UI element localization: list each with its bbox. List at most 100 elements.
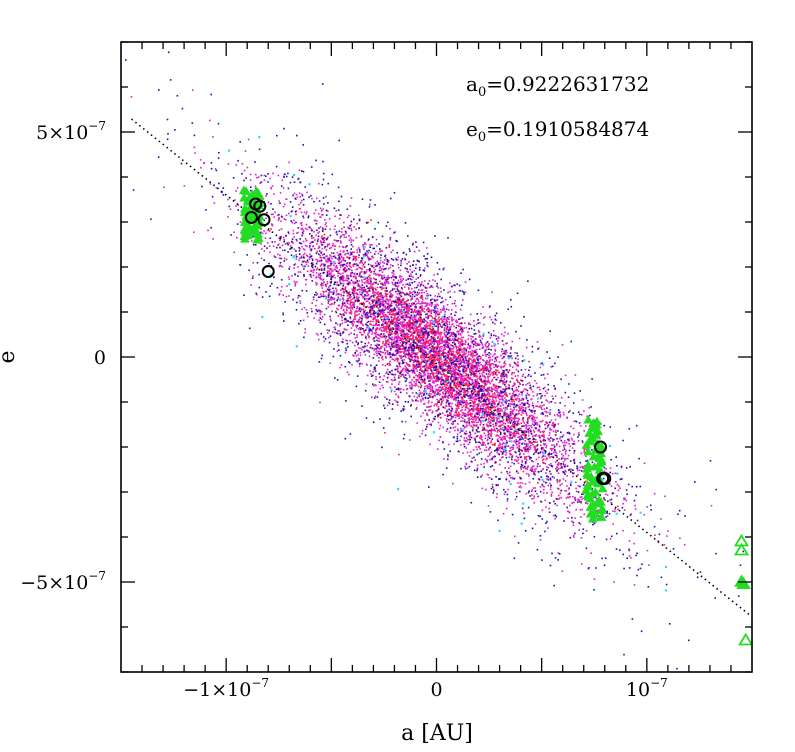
point-magenta [335,291,338,293]
point-magenta [487,448,490,451]
point-magenta [501,333,503,336]
point-magenta [487,455,489,458]
point-magenta [376,354,378,357]
point-magenta [459,369,461,372]
point-magenta [487,377,489,379]
point-magenta [489,452,491,455]
point-magenta [350,266,352,268]
point-magenta [524,440,526,442]
point-magenta [466,421,468,423]
point-magenta [550,366,552,368]
point-magenta [512,446,515,449]
point-magenta [346,265,349,268]
point-magenta [388,333,391,335]
point-magenta [413,269,416,272]
point-magenta [377,274,380,276]
point-magenta [544,415,547,417]
point-magenta [368,335,370,337]
point-magenta [568,487,570,489]
point-magenta [459,341,462,343]
point-magenta [407,326,410,328]
point-magenta [456,409,458,411]
point-magenta [459,343,462,345]
point-magenta [566,417,568,420]
point-magenta [469,323,472,326]
point-magenta [319,401,321,404]
point-magenta [575,487,577,490]
point-magenta [469,345,472,348]
point-magenta [436,348,438,351]
point-magenta [475,421,478,424]
point-magenta [437,324,439,327]
point-magenta [468,417,471,419]
point-magenta [390,379,393,381]
point-magenta [445,345,447,348]
point-magenta [446,384,448,387]
point-magenta [531,468,534,470]
point-magenta [288,232,290,235]
point-magenta [606,494,609,496]
point-magenta [306,191,308,194]
point-magenta [435,305,437,307]
point-magenta [316,282,318,285]
point-magenta [469,399,471,401]
point-magenta [395,325,398,327]
point-magenta [380,304,383,306]
point-magenta [462,399,464,401]
point-magenta [442,318,444,321]
point-magenta [451,410,453,412]
point-magenta [553,451,555,454]
point-magenta [487,391,489,394]
point-magenta [541,408,543,410]
point-magenta [505,440,508,442]
point-magenta [517,482,519,484]
point-magenta [623,498,625,501]
point-magenta [509,465,512,468]
point-magenta [485,342,488,344]
point-magenta [470,340,473,343]
point-magenta [449,282,451,284]
point-magenta [413,370,416,373]
point-magenta [467,413,469,415]
point-magenta [451,302,454,305]
point-magenta [518,399,521,402]
point-magenta [452,368,454,370]
point-magenta [435,299,437,302]
point-magenta [402,368,404,370]
point-magenta [463,352,465,354]
point-magenta [418,374,420,376]
point-magenta [233,231,235,233]
point-magenta [398,383,400,385]
point-magenta [383,319,385,322]
point-magenta [434,380,436,383]
point-magenta [452,335,454,338]
point-magenta [356,297,358,300]
point-magenta [517,410,520,412]
point-magenta [497,342,499,345]
point-magenta [422,302,424,304]
point-magenta [505,507,508,510]
point-magenta [501,456,503,459]
point-magenta [517,417,519,420]
point-magenta [522,390,525,392]
point-magenta [460,399,462,402]
point-magenta [406,325,408,328]
point-magenta [294,283,297,286]
point-magenta [501,448,504,450]
point-magenta [634,504,636,507]
point-magenta [475,425,477,427]
point-magenta [486,439,489,442]
point-magenta [385,298,388,300]
point-magenta [482,390,484,393]
point-magenta [298,259,300,262]
point-magenta [407,350,410,352]
point-magenta [412,323,415,325]
point-magenta [394,336,396,338]
point-magenta [484,437,487,440]
point-magenta [453,443,455,445]
point-magenta [328,272,331,274]
point-magenta [583,450,586,452]
point-magenta [503,411,505,413]
point-magenta [546,392,548,394]
point-magenta [421,307,423,309]
